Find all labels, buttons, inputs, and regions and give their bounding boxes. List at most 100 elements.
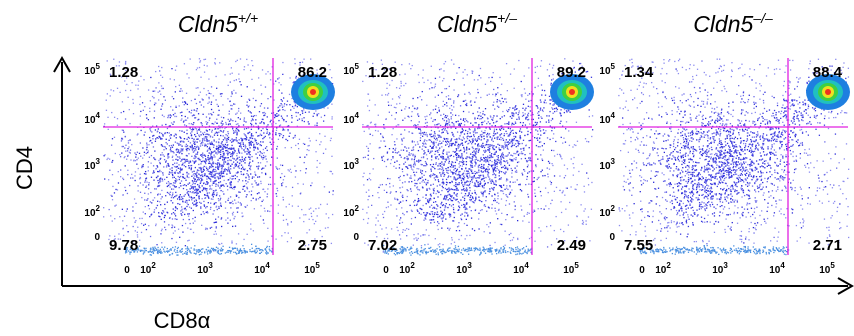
event-dot xyxy=(122,194,124,196)
event-dot xyxy=(331,128,333,130)
event-dot xyxy=(524,113,526,115)
event-dot xyxy=(246,86,248,88)
event-dot xyxy=(246,148,249,150)
event-dot xyxy=(426,134,428,136)
event-dot xyxy=(208,192,210,194)
event-dot xyxy=(184,101,187,103)
event-dot xyxy=(242,251,244,254)
event-dot xyxy=(430,117,433,119)
event-dot xyxy=(172,246,174,249)
event-dot xyxy=(466,156,469,158)
event-dot xyxy=(211,174,213,176)
tick-base: 0 xyxy=(124,265,130,276)
event-dot xyxy=(150,139,152,142)
event-dot xyxy=(203,64,205,66)
event-dot xyxy=(408,181,410,183)
event-dot xyxy=(145,177,148,179)
event-dot xyxy=(269,249,271,252)
event-dot xyxy=(271,66,273,68)
event-dot xyxy=(210,226,213,229)
event-dot xyxy=(209,158,211,161)
event-dot xyxy=(160,157,162,160)
event-dot xyxy=(209,178,211,180)
event-dot xyxy=(236,247,238,250)
event-dot xyxy=(194,182,196,185)
event-dot xyxy=(147,166,149,168)
event-dot xyxy=(442,243,444,246)
event-dot xyxy=(424,214,426,216)
event-dot xyxy=(392,157,394,159)
event-dot xyxy=(277,110,280,112)
event-dot xyxy=(331,118,333,120)
event-dot xyxy=(403,157,405,160)
event-dot xyxy=(209,227,211,229)
event-dot xyxy=(251,155,253,158)
event-dot xyxy=(192,191,194,193)
event-dot xyxy=(153,179,155,181)
event-dot xyxy=(212,247,214,250)
event-dot xyxy=(259,133,261,135)
event-dot xyxy=(195,156,197,158)
event-dot xyxy=(425,132,427,134)
event-dot xyxy=(171,146,174,148)
event-dot xyxy=(230,118,232,120)
event-dot xyxy=(149,235,152,238)
event-dot xyxy=(430,150,432,153)
event-dot xyxy=(261,152,263,155)
event-dot xyxy=(203,58,205,61)
event-dot xyxy=(325,148,327,150)
event-dot xyxy=(265,127,267,129)
event-dot xyxy=(469,141,472,143)
event-dot xyxy=(242,143,244,145)
event-dot xyxy=(492,117,494,119)
event-dot xyxy=(404,229,406,231)
event-dot xyxy=(107,128,109,130)
event-dot xyxy=(489,180,492,182)
event-dot xyxy=(471,172,473,174)
event-dot xyxy=(485,176,487,179)
event-dot xyxy=(471,200,474,203)
event-dot xyxy=(238,252,240,254)
event-dot xyxy=(161,252,163,254)
event-dot xyxy=(511,159,514,161)
event-dot xyxy=(232,161,235,163)
event-dot xyxy=(154,158,157,161)
event-dot xyxy=(111,174,114,176)
event-dot xyxy=(170,134,173,136)
event-dot xyxy=(439,140,441,142)
event-dot xyxy=(250,199,252,202)
x-arrow xyxy=(837,277,854,295)
event-dot xyxy=(236,175,238,178)
event-dot xyxy=(181,111,183,113)
event-dot xyxy=(188,149,191,151)
event-dot xyxy=(250,115,253,117)
event-dot xyxy=(180,160,182,162)
event-dot xyxy=(179,157,181,160)
event-dot xyxy=(441,131,444,134)
event-dot xyxy=(586,140,588,143)
event-dot xyxy=(242,188,244,190)
event-dot xyxy=(205,227,207,229)
event-dot xyxy=(482,110,484,113)
event-dot xyxy=(220,95,222,97)
event-dot xyxy=(380,140,382,142)
event-dot xyxy=(244,162,246,164)
event-dot xyxy=(302,183,304,185)
event-dot xyxy=(532,211,534,213)
event-dot xyxy=(452,172,454,174)
event-dot xyxy=(229,202,231,204)
event-dot xyxy=(266,252,268,254)
event-dot xyxy=(195,192,198,194)
event-dot xyxy=(188,196,191,198)
event-dot xyxy=(461,153,463,155)
event-dot xyxy=(452,142,454,145)
event-dot xyxy=(135,153,137,156)
event-dot xyxy=(278,125,281,127)
event-dot xyxy=(521,115,524,117)
event-dot xyxy=(458,205,460,207)
event-dot xyxy=(159,136,161,138)
event-dot xyxy=(175,251,177,254)
event-dot xyxy=(216,151,218,154)
event-dot xyxy=(424,234,426,236)
event-dot xyxy=(192,128,195,131)
